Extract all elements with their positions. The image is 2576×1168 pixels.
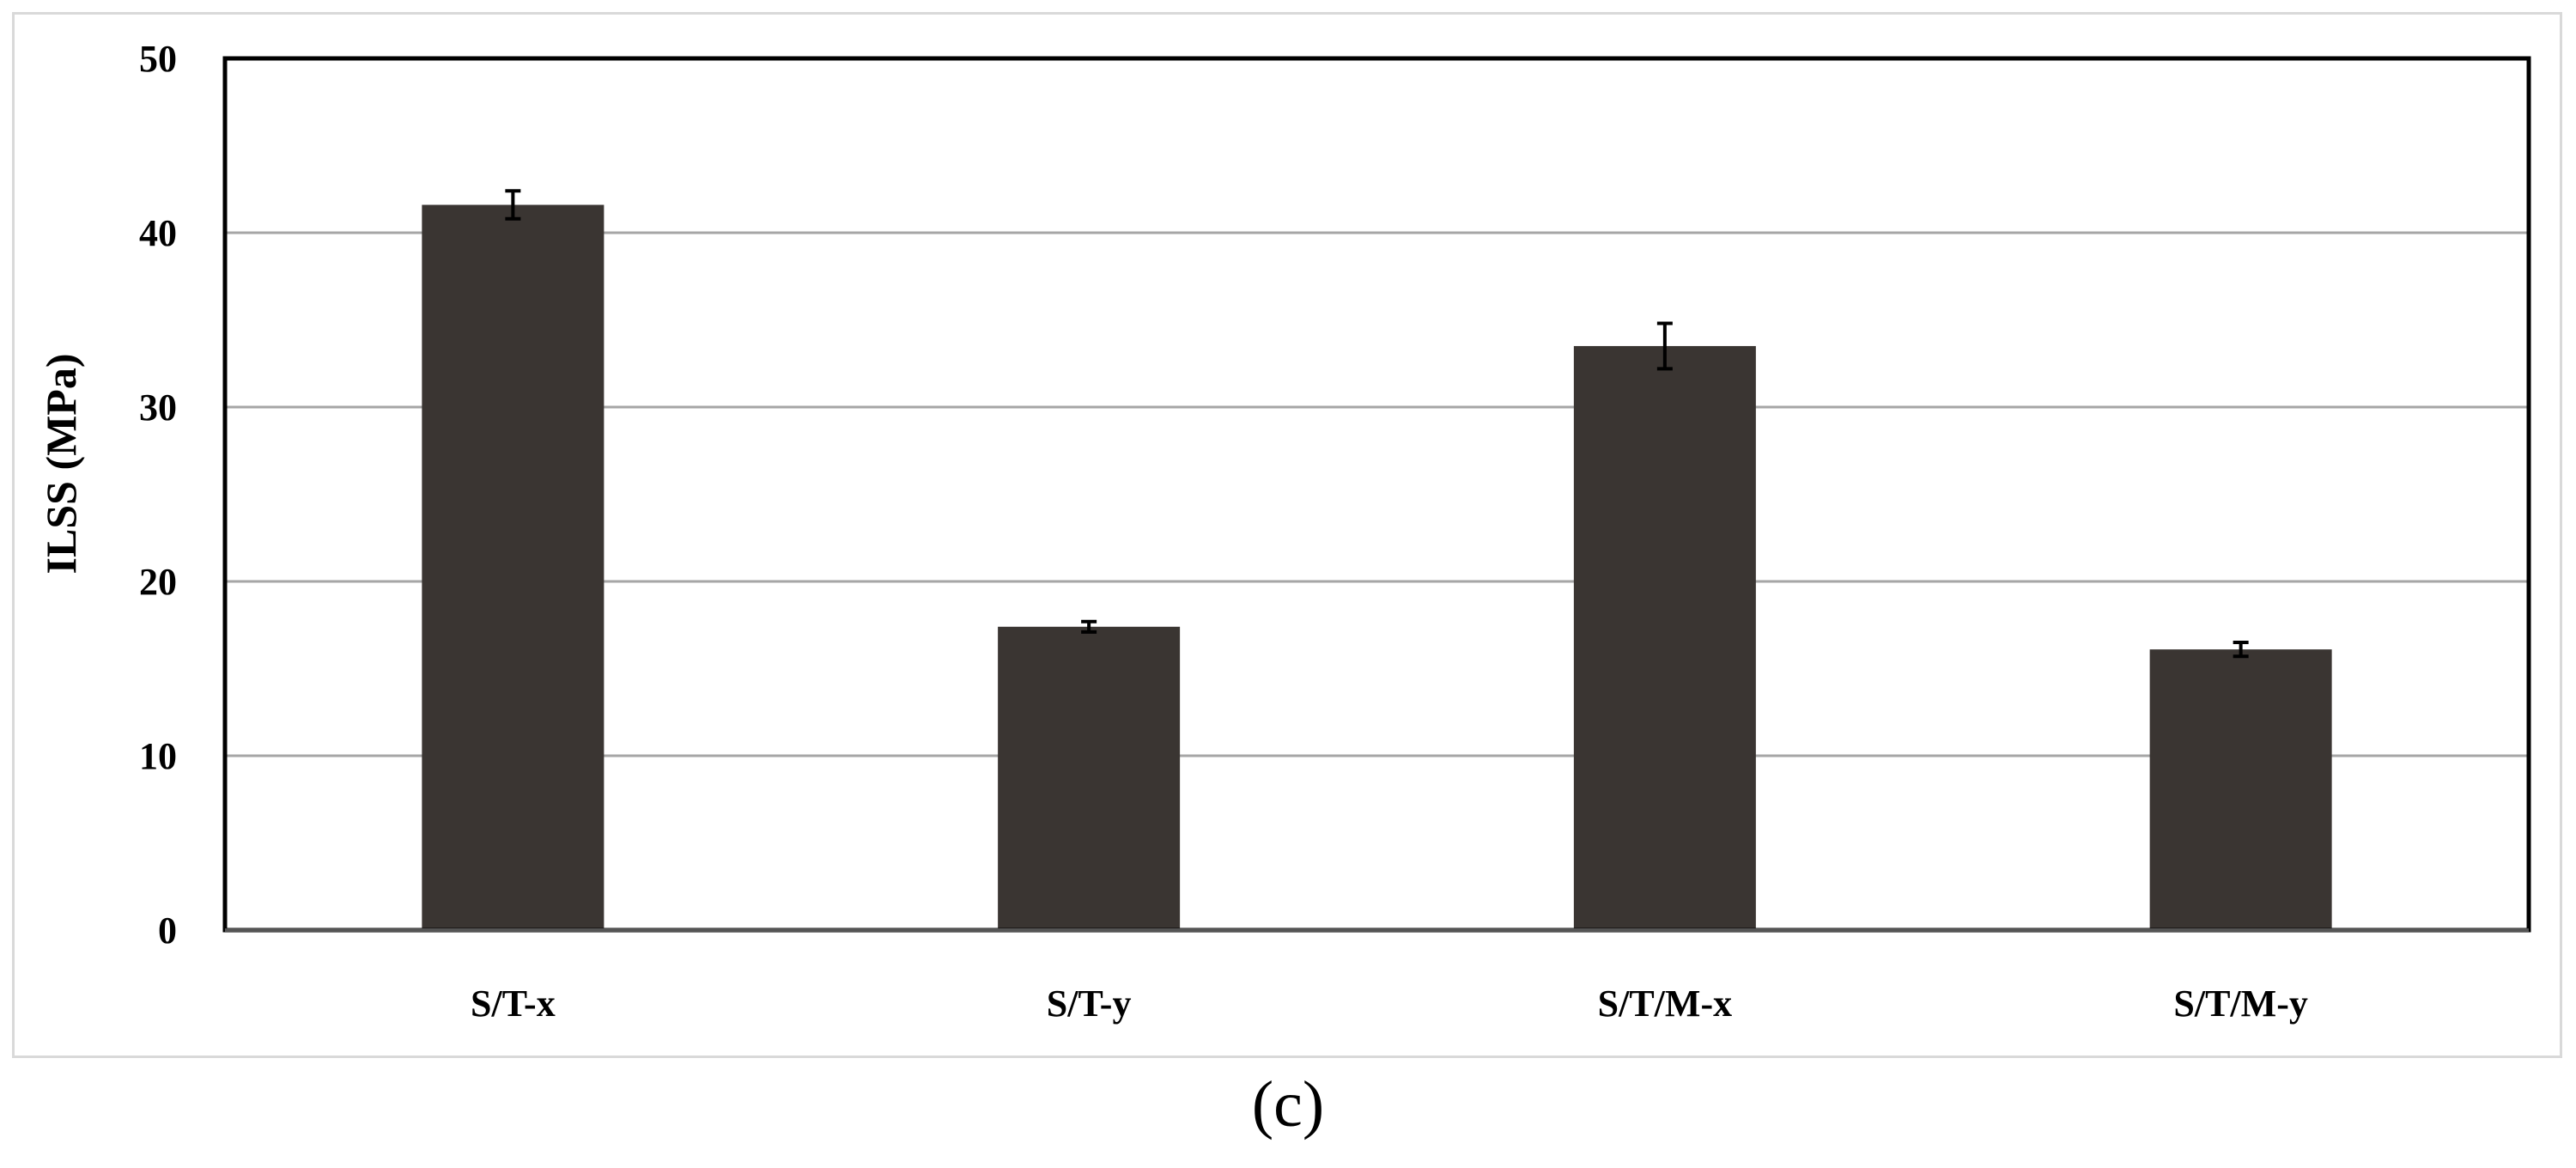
x-tick-label: S/T/M-y <box>2173 982 2307 1025</box>
y-tick-label: 10 <box>139 735 177 777</box>
x-tick-label: S/T/M-x <box>1598 982 1732 1025</box>
axes <box>222 56 2531 933</box>
tick-labels: 0 10 20 30 40 50 S/T-x S/T-y S/T/M-x S/T/M-y <box>139 38 2308 1025</box>
bars <box>422 204 2332 930</box>
bar <box>1573 345 1756 930</box>
bar <box>2149 649 2332 930</box>
y-tick-label: 0 <box>158 909 177 952</box>
gridlines <box>225 231 2529 757</box>
bar <box>998 626 1181 930</box>
y-tick-label: 40 <box>139 212 177 254</box>
chart-frame <box>12 12 2562 1058</box>
bar <box>422 204 605 930</box>
y-axis-title: ILSS (MPa) <box>37 354 85 575</box>
y-tick-label: 20 <box>139 561 177 603</box>
x-tick-label: S/T-x <box>471 982 556 1025</box>
error-bars <box>505 189 2249 659</box>
panel-caption: (c) <box>1251 1068 1325 1141</box>
y-tick-label: 30 <box>139 386 177 429</box>
x-tick-label: S/T-y <box>1047 982 1132 1025</box>
y-tick-label: 50 <box>139 38 177 80</box>
